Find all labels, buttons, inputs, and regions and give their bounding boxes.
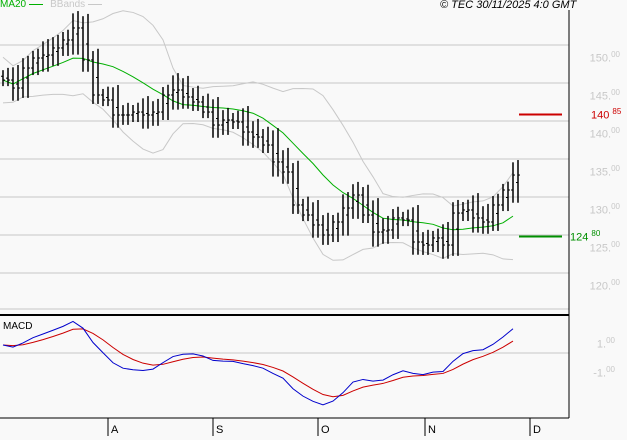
ohlc-bar [231,110,240,130]
ohlc-bar [431,228,440,253]
ohlc-bar [491,193,500,231]
ohlc-bar [131,102,140,123]
legend-bbands-swatch [88,4,103,5]
month-label: D [533,424,541,436]
month-label: S [216,424,224,436]
price-tick-label: 130.00 [589,202,620,217]
ohlc-bar [191,85,200,111]
ohlc-bar [471,193,480,233]
ohlc-bar [61,29,70,56]
ohlc-bar [291,160,300,214]
month-label: N [428,424,436,436]
ohlc-bar [381,215,390,244]
ohlc-bar [181,75,190,109]
ohlc-bar [251,118,260,148]
price-tick-label: 150.00 [589,50,620,65]
ohlc-bar [241,106,250,146]
ohlc-bar [481,203,490,234]
ohlc-bar [151,98,160,126]
ohlc-bar [301,196,310,222]
ohlc-bar [411,205,420,255]
ohlc-bar [361,184,370,223]
price-tick-label: 140.00 [589,126,620,141]
ohlc-bar [451,199,460,256]
price-grid [0,44,569,310]
ohlc-bar [501,181,510,212]
legend-ma20: MA20 [0,0,27,10]
legend-bbands: BBands [50,0,86,10]
ohlc-bar [271,128,280,177]
ohlc-bar [1,67,10,87]
ohlc-bar [461,199,470,222]
macd-line [2,320,514,406]
ohlc-bar [201,93,210,119]
price-tick-label: 135.00 [589,164,620,179]
ohlc-bar [371,198,380,247]
ohlc-bar [31,48,40,76]
ohlc-bar [171,73,180,110]
ohlc-bar [81,13,90,72]
ohlc-bar [211,97,220,138]
ohlc-bar [111,85,120,128]
ohlc-bars [1,11,520,259]
ohlc-bar [261,126,270,153]
month-ticks [107,418,531,436]
ohlc-bar [51,34,60,66]
ohlc-bar [101,86,110,107]
month-label: A [111,424,119,436]
ohlc-bar [331,212,340,243]
support-label: 124 80 [570,228,601,244]
macd-tick-label: -1.00 [593,365,615,380]
ohlc-bar [511,160,520,203]
macd-tick-label: 1.00 [596,336,615,351]
resistance-label: 140 85 [591,106,622,122]
price-tick-label: 125.00 [589,240,620,255]
ohlc-bar [221,107,230,135]
ohlc-bar [11,65,20,101]
ohlc-bar [311,200,320,238]
ohlc-bar [321,212,330,245]
price-tick-label: 120.00 [589,278,620,293]
ohlc-bar [21,55,30,98]
ohlc-bar [281,147,290,184]
macd-signal-line [2,328,514,398]
ohlc-bar [161,84,170,121]
price-levels [519,113,562,238]
macd-label: MACD [3,321,33,332]
ohlc-bar [91,48,100,104]
ohlc-bar [351,181,360,219]
bband-upper [2,10,514,207]
ohlc-bar [341,192,350,236]
ohlc-bar [441,222,450,259]
ohlc-bar [71,11,80,55]
legend-ma20-swatch [29,4,44,5]
price-tick-label: 145.00 [589,88,620,103]
ohlc-bar [391,206,400,239]
ohlc-bar [401,209,410,227]
ohlc-bar [41,39,50,72]
ohlc-bar [141,96,150,129]
ohlc-bar [421,229,430,255]
legend: MA20 BBands [0,0,106,10]
ohlc-bar [121,102,130,125]
month-label: O [321,424,330,436]
copyright: © TEC 30/11/2025 4:0 GMT [440,0,577,11]
